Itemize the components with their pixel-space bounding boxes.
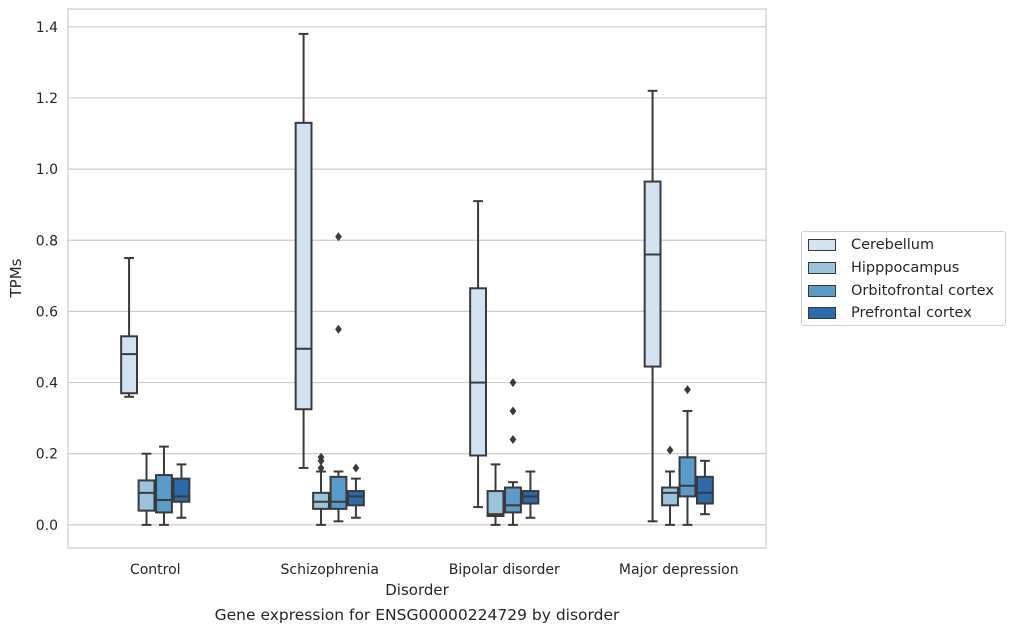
grid-lines [68,26,766,526]
x-tick-labels: Control Schizophrenia Bipolar disorder Majo… [130,562,739,578]
box [486,490,505,517]
box-plot-chart: 0.0 0.2 0.4 0.6 0.8 1.0 1.2 1.4 Control Schizoph… [7,8,767,599]
outlier-point [317,463,325,473]
y-tick-label: 0.4 [36,376,58,392]
legend-item-cerebellum: Cerebellum [808,235,934,255]
box [137,479,156,512]
legend-label: Orbitofrontal cortex [851,283,994,299]
box [155,474,173,514]
y-tick-label: 1.0 [36,162,58,178]
box [120,335,139,395]
outlier-point [335,324,342,334]
box [347,490,365,507]
legend-swatch [808,307,836,319]
legend-item-prefrontal-cortex: Prefrontal cortex [808,303,972,323]
outlier-point [684,385,691,395]
x-axis-label: Disorder [385,581,449,599]
box [294,121,313,411]
outlier-point [317,452,325,462]
box-groups [120,32,714,526]
legend-label: Prefrontal cortex [851,305,972,321]
legend-item-hippocampus: Hipppocampus [808,258,959,278]
figure-caption: Gene expression for ENSG00000224729 by d… [214,606,620,624]
x-tick-label: Schizophrenia [281,562,379,578]
outlier-point [335,232,342,242]
y-tick-label: 0.6 [36,304,58,320]
y-axis-label: TPMs [7,258,25,298]
outlier-point [509,434,517,444]
legend-swatch [808,285,836,297]
box [329,475,348,510]
legend: Cerebellum Hipppocampus Orbitofrontal co… [801,231,1006,326]
box [661,486,679,507]
box [172,477,191,503]
y-tick-labels: 0.0 0.2 0.4 0.6 0.8 1.0 1.2 1.4 [36,20,58,534]
legend-label: Hipppocampus [851,260,960,276]
outlier-point [352,463,360,473]
y-tick-label: 0.8 [36,233,58,249]
y-tick-label: 1.2 [36,91,58,107]
box [643,180,662,368]
plot-frame [67,8,767,549]
box [469,287,487,457]
box [504,486,522,514]
x-tick-label: Bipolar disorder [449,562,560,578]
outlier-point [509,378,517,388]
y-tick-label: 0.0 [36,518,58,534]
box [696,475,714,505]
x-tick-label: Major depression [619,562,739,578]
legend-label: Cerebellum [851,237,935,253]
outlier-point [666,445,674,455]
y-tick-label: 0.2 [36,447,58,463]
outlier-point [509,406,517,416]
y-tick-label: 1.4 [36,20,58,36]
legend-item-orbitofrontal-cortex: Orbitofrontal cortex [808,281,994,301]
legend-swatch [808,262,836,274]
box [678,456,697,498]
x-tick-label: Control [130,562,181,578]
legend-swatch [808,239,836,251]
